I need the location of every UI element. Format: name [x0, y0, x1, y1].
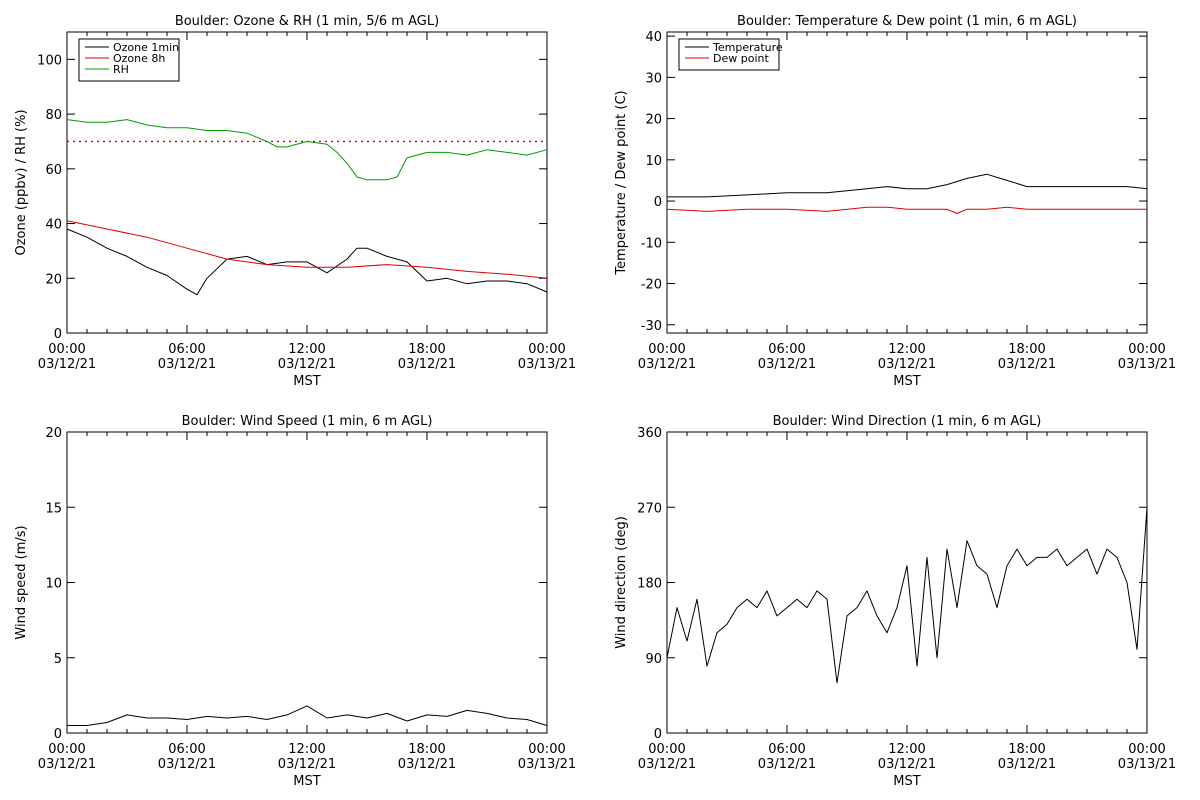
- y-tick-label: -20: [641, 278, 662, 293]
- series-line-1: [67, 705, 548, 726]
- x-tick-label-time: 18:00: [408, 342, 445, 357]
- x-tick-label-time: 06:00: [768, 342, 805, 357]
- x-tick-label-time: 00:00: [528, 342, 565, 357]
- y-tick-label: 20: [45, 272, 62, 287]
- y-tick-label: 40: [45, 218, 62, 233]
- y-tick-label: 10: [645, 154, 662, 169]
- x-tick-label-time: 06:00: [168, 742, 205, 757]
- chart-title: Boulder: Ozone & RH (1 min, 5/6 m AGL): [175, 14, 439, 29]
- legend-box: [78, 38, 180, 82]
- y-tick-label: 80: [45, 108, 62, 123]
- x-tick-label-date: 03/12/21: [758, 357, 816, 372]
- y-tick-label: -30: [641, 319, 662, 334]
- x-tick-label-time: 06:00: [168, 342, 205, 357]
- x-tick-label-time: 12:00: [288, 742, 325, 757]
- y-tick-label: 0: [54, 727, 62, 742]
- series-line-1: [666, 507, 1148, 684]
- y-tick-label: 20: [45, 426, 62, 441]
- chart-title: Boulder: Wind Direction (1 min, 6 m AGL): [773, 414, 1042, 429]
- x-tick-label-date: 03/12/21: [998, 757, 1056, 772]
- x-tick-label-date: 03/12/21: [38, 357, 96, 372]
- x-tick-label-time: 00:00: [648, 342, 685, 357]
- legend-label: Dew point: [713, 52, 769, 65]
- y-tick-label: 30: [645, 71, 662, 86]
- x-tick-label-date: 03/12/21: [878, 357, 936, 372]
- y-axis-label: Wind direction (deg): [614, 516, 629, 649]
- x-axis-label: MST: [893, 774, 920, 789]
- x-axis-label: MST: [293, 374, 320, 389]
- x-tick-label-time: 12:00: [888, 342, 925, 357]
- x-tick-label-time: 18:00: [408, 742, 445, 757]
- legend-box: [678, 38, 780, 71]
- legend-label: RH: [113, 63, 129, 76]
- x-tick-label-date: 03/12/21: [158, 757, 216, 772]
- x-tick-label-time: 12:00: [888, 742, 925, 757]
- y-tick-label: 15: [45, 501, 62, 516]
- y-tick-label: 270: [637, 501, 662, 516]
- chart-title: Boulder: Temperature & Dew point (1 min,…: [737, 14, 1077, 29]
- x-tick-label-date: 03/13/21: [1118, 357, 1176, 372]
- y-tick-label: 40: [645, 30, 662, 45]
- x-tick-label-time: 00:00: [648, 742, 685, 757]
- y-tick-label: 0: [654, 727, 662, 742]
- y-tick-label: 5: [54, 652, 62, 667]
- y-tick-label: -10: [641, 236, 662, 251]
- x-tick-label-time: 00:00: [1128, 342, 1165, 357]
- x-tick-label-date: 03/12/21: [398, 357, 456, 372]
- x-tick-label-date: 03/12/21: [398, 757, 456, 772]
- legend-label: Temperature: [712, 41, 783, 54]
- y-tick-label: 10: [45, 577, 62, 592]
- x-tick-label-time: 12:00: [288, 342, 325, 357]
- x-tick-label-date: 03/12/21: [38, 757, 96, 772]
- x-tick-label-date: 03/12/21: [878, 757, 936, 772]
- x-axis-label: MST: [893, 374, 920, 389]
- y-axis-label: Ozone (ppbv) / RH (%): [14, 109, 29, 255]
- chart-panel-1: Boulder: Ozone & RH (1 min, 5/6 m AGL)00…: [14, 14, 576, 389]
- chart-panel-4: Boulder: Wind Direction (1 min, 6 m AGL)…: [614, 414, 1176, 789]
- x-tick-label-date: 03/12/21: [638, 357, 696, 372]
- x-tick-label-date: 03/12/21: [998, 357, 1056, 372]
- x-axis-label: MST: [293, 774, 320, 789]
- x-tick-label-date: 03/12/21: [758, 757, 816, 772]
- legend-label: Ozone 8h: [113, 52, 165, 65]
- series-line-ozone-1min: [66, 228, 548, 296]
- y-tick-label: 100: [37, 53, 62, 68]
- chart-panel-3: Boulder: Wind Speed (1 min, 6 m AGL) 00:0…: [14, 414, 576, 789]
- x-tick-label-time: 00:00: [48, 742, 85, 757]
- plot-frame: [666, 31, 1148, 334]
- x-tick-label-date: 03/12/21: [278, 357, 336, 372]
- x-tick-label-time: 18:00: [1008, 742, 1045, 757]
- y-tick-label: 360: [637, 426, 662, 441]
- x-tick-label-time: 00:00: [528, 742, 565, 757]
- series-line-dew-point: [666, 206, 1147, 214]
- y-tick-label: 180: [637, 577, 662, 592]
- legend-label: Ozone 1min: [113, 41, 179, 54]
- x-tick-label-time: 18:00: [1008, 342, 1045, 357]
- chart-panel-2: Boulder: Temperature & Dew point (1 min,…: [614, 14, 1176, 389]
- y-tick-label: 20: [645, 113, 662, 128]
- x-tick-label-date: 03/13/21: [518, 757, 576, 772]
- y-axis-label: Temperature / Dew point (C): [614, 90, 629, 275]
- y-axis-label: Wind speed (m/s): [14, 525, 29, 639]
- plot-frame: [66, 431, 548, 734]
- series-line-ozone-8h: [66, 220, 548, 279]
- y-tick-label: 90: [645, 652, 662, 667]
- y-tick-label: 0: [654, 195, 662, 210]
- x-tick-label-date: 03/13/21: [518, 357, 576, 372]
- y-tick-label: 60: [45, 163, 62, 178]
- x-tick-label-time: 06:00: [768, 742, 805, 757]
- x-tick-label-time: 00:00: [48, 342, 85, 357]
- x-tick-label-date: 03/12/21: [158, 357, 216, 372]
- x-tick-label-date: 03/12/21: [278, 757, 336, 772]
- series-line-temperature: [667, 173, 1148, 198]
- x-tick-label-date: 03/12/21: [638, 757, 696, 772]
- chart-title: Boulder: Wind Speed (1 min, 6 m AGL): [182, 414, 433, 429]
- x-tick-label-time: 00:00: [1128, 742, 1165, 757]
- plot-frame: [666, 431, 1148, 734]
- x-tick-label-date: 03/13/21: [1118, 757, 1176, 772]
- y-tick-label: 0: [54, 327, 62, 342]
- series-line-rh: [66, 119, 548, 181]
